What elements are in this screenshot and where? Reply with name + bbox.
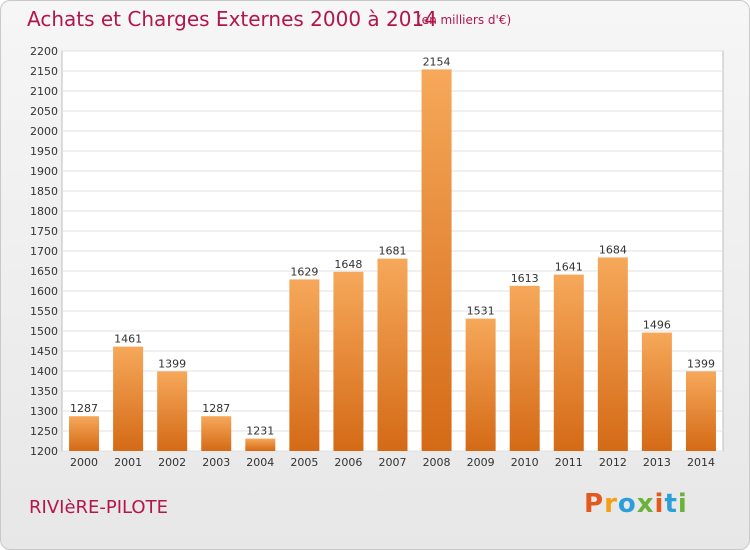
bar-2004 xyxy=(245,438,276,451)
y-tick-label: 2000 xyxy=(30,125,58,138)
x-tick-label-2009: 2009 xyxy=(467,456,495,469)
y-tick-label: 1700 xyxy=(30,245,58,258)
y-tick-label: 2150 xyxy=(30,65,58,78)
y-tick-label: 1500 xyxy=(30,325,58,338)
x-tick-label-2013: 2013 xyxy=(643,456,671,469)
bar-2001 xyxy=(113,346,144,451)
value-label-2005: 1629 xyxy=(290,265,318,278)
x-tick-label-2004: 2004 xyxy=(246,456,274,469)
bar-2003 xyxy=(201,416,232,451)
bar-2012 xyxy=(597,257,628,451)
y-tick-label: 1250 xyxy=(30,425,58,438)
logo-letter: P xyxy=(584,489,605,519)
y-tick-label: 1200 xyxy=(30,445,58,458)
value-label-2003: 1287 xyxy=(202,402,230,415)
bar-2010 xyxy=(509,285,540,451)
bar-2007 xyxy=(377,258,408,451)
y-tick-label: 2050 xyxy=(30,105,58,118)
bars: 1287 1461 1399 1287 1231 1629 1648 1681 2154 1531… xyxy=(69,55,716,452)
bar-2000 xyxy=(69,416,100,451)
y-tick-label: 1950 xyxy=(30,145,58,158)
y-tick-label: 1550 xyxy=(30,305,58,318)
commune-name: RIVIèRE-PILOTE xyxy=(29,497,168,518)
y-tick-label: 1600 xyxy=(30,285,58,298)
chart-subtitle: (en milliers d'€) xyxy=(417,13,512,27)
x-tick-label-2008: 2008 xyxy=(423,456,451,469)
value-label-2001: 1461 xyxy=(114,333,142,346)
x-tick-label-2007: 2007 xyxy=(379,456,407,469)
logo-letter: i xyxy=(677,489,688,519)
x-tick-label-2003: 2003 xyxy=(202,456,230,469)
bar-2013 xyxy=(641,332,672,451)
y-tick-label: 2100 xyxy=(30,85,58,98)
bar-2005 xyxy=(289,279,320,451)
value-label-2008: 2154 xyxy=(423,55,451,68)
logo-letter: o xyxy=(617,489,637,519)
y-tick-label: 1900 xyxy=(30,165,58,178)
y-tick-label: 1350 xyxy=(30,385,58,398)
bar-2006 xyxy=(333,271,364,451)
value-label-2002: 1399 xyxy=(158,357,186,370)
value-label-2006: 1648 xyxy=(334,258,362,271)
value-label-2010: 1613 xyxy=(511,272,539,285)
y-tick-label: 2200 xyxy=(30,45,58,58)
x-tick-label-2012: 2012 xyxy=(599,456,627,469)
logo-letter: i xyxy=(654,489,665,519)
value-label-2009: 1531 xyxy=(467,305,495,318)
y-tick-label: 1450 xyxy=(30,345,58,358)
logo-letter: x xyxy=(636,489,655,519)
y-tick-label: 1650 xyxy=(30,265,58,278)
x-tick-label-2002: 2002 xyxy=(158,456,186,469)
y-tick-label: 1800 xyxy=(30,205,58,218)
logo-letter: t xyxy=(664,489,678,519)
x-tick-label-2005: 2005 xyxy=(290,456,318,469)
y-tick-label: 1400 xyxy=(30,365,58,378)
y-tick-label: 1750 xyxy=(30,225,58,238)
chart-title: Achats et Charges Externes 2000 à 2014 xyxy=(27,7,437,31)
y-axis-labels: 1200 1250 1300 1350 1400 1450 1500 1550 1600 1650… xyxy=(30,45,58,458)
value-label-2000: 1287 xyxy=(70,402,98,415)
proxiti-logo[interactable]: Proxiti xyxy=(584,489,688,519)
x-axis-labels: 2000 2001 2002 2003 2004 2005 2006 2007 2008 2009… xyxy=(70,456,715,469)
x-tick-label-2014: 2014 xyxy=(687,456,715,469)
bar-2011 xyxy=(553,274,584,451)
bar-2008 xyxy=(421,69,452,452)
x-tick-label-2000: 2000 xyxy=(70,456,98,469)
x-tick-label-2006: 2006 xyxy=(334,456,362,469)
bar-2014 xyxy=(685,371,716,451)
x-tick-label-2001: 2001 xyxy=(114,456,142,469)
x-tick-label-2011: 2011 xyxy=(555,456,583,469)
value-label-2011: 1641 xyxy=(555,261,583,274)
value-label-2013: 1496 xyxy=(643,319,671,332)
bar-2002 xyxy=(157,371,188,451)
bar-2009 xyxy=(465,318,496,451)
value-label-2012: 1684 xyxy=(599,243,627,256)
value-label-2014: 1399 xyxy=(687,357,715,370)
y-tick-label: 1850 xyxy=(30,185,58,198)
value-label-2007: 1681 xyxy=(379,245,407,258)
y-tick-label: 1300 xyxy=(30,405,58,418)
x-tick-label-2010: 2010 xyxy=(511,456,539,469)
logo-letter: r xyxy=(604,489,618,519)
value-label-2004: 1231 xyxy=(246,425,274,438)
